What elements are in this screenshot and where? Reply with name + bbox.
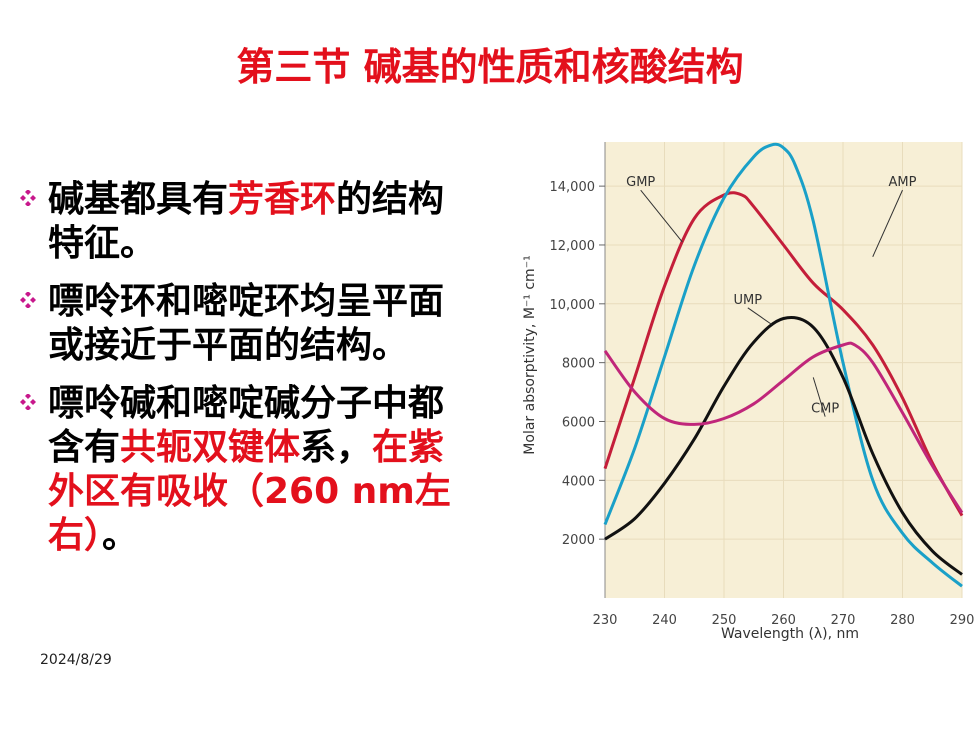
bullet-item: 碱基都具有芳香环的结构特征。: [16, 178, 456, 266]
annotation-leader: [812, 377, 826, 417]
diamond-bullet-icon: [20, 292, 36, 308]
x-tick-label: 270: [831, 613, 856, 628]
series-label-gmp: GMP: [626, 175, 655, 190]
y-tick-label: 4000: [562, 474, 595, 489]
bullet-text-segment: 嘌呤碱和嘧啶碱分子中都含有: [48, 383, 445, 468]
uv-absorption-chart: 2000 4000 6000 8000 10,000 12,000 14,000 230 240…: [522, 142, 975, 642]
annotation-leader: [747, 307, 772, 325]
series-label-cmp: CMP: [811, 402, 839, 417]
series-label-amp: AMP: [889, 175, 917, 190]
y-tick-label: 14,000: [550, 180, 596, 195]
x-tick-label: 240: [652, 613, 677, 628]
chart-x-axis-label: Wavelength (λ), nm: [721, 626, 859, 642]
footer-date: 2024/8/29: [40, 652, 112, 668]
series-line-ump: [604, 315, 963, 576]
highlighted-text: 芳香环: [228, 179, 337, 220]
series-line-gmp: [603, 191, 964, 517]
bullet-text-segment: 碱基都具有: [48, 179, 229, 220]
bullet-text: 嘌呤环和嘧啶环均呈平面或接近于平面的结构。: [48, 280, 456, 368]
x-tick-label: 260: [771, 613, 796, 628]
y-tick-label: 12,000: [550, 239, 596, 254]
bullet-item: 嘌呤碱和嘧啶碱分子中都含有共轭双键体系，在紫外区有吸收（260 nm左右）。: [16, 382, 456, 558]
highlighted-text: 在紫外区有吸收（260 nm左右）: [48, 427, 451, 556]
bullet-list: 碱基都具有芳香环的结构特征。 嘌呤环和嘧啶环均呈平面或接近于平面的结构。 嘌呤碱和嘧…: [16, 178, 456, 572]
x-tick-label: 250: [712, 613, 737, 628]
series-label-ump: UMP: [734, 293, 763, 308]
diamond-bullet-icon: [20, 190, 36, 206]
x-tick-label: 280: [890, 613, 915, 628]
bullet-text-segment: 嘌呤环和嘧啶环均呈平面或接近于平面的结构。: [48, 281, 445, 366]
chart-y-axis-label: Molar absorptivity, M⁻¹ cm⁻¹: [522, 255, 538, 454]
bullet-text-segment: 系，: [300, 427, 373, 468]
y-tick-label: 6000: [562, 415, 595, 430]
bullet-text-segment: 的结构特征。: [48, 179, 445, 264]
highlighted-text: 共轭双键体: [120, 427, 301, 468]
diamond-bullet-icon: [20, 394, 36, 410]
annotation-leader: [872, 189, 903, 257]
slide-title: 第三节 碱基的性质和核酸结构: [236, 45, 744, 89]
y-tick-label: 2000: [562, 533, 595, 548]
y-tick-label: 8000: [562, 357, 595, 372]
bullet-text: 嘌呤碱和嘧啶碱分子中都含有共轭双键体系，在紫外区有吸收（260 nm左右）。: [48, 382, 456, 558]
bullet-text-segment: 。: [102, 515, 139, 556]
series-line-cmp: [603, 341, 964, 514]
x-tick-label: 230: [593, 613, 618, 628]
bullet-text: 碱基都具有芳香环的结构特征。: [48, 178, 456, 266]
y-tick-label: 10,000: [550, 298, 596, 313]
x-tick-label: 290: [950, 613, 975, 628]
annotation-leader: [640, 189, 683, 243]
series-line-amp: [603, 142, 963, 588]
bullet-item: 嘌呤环和嘧啶环均呈平面或接近于平面的结构。: [16, 280, 456, 368]
